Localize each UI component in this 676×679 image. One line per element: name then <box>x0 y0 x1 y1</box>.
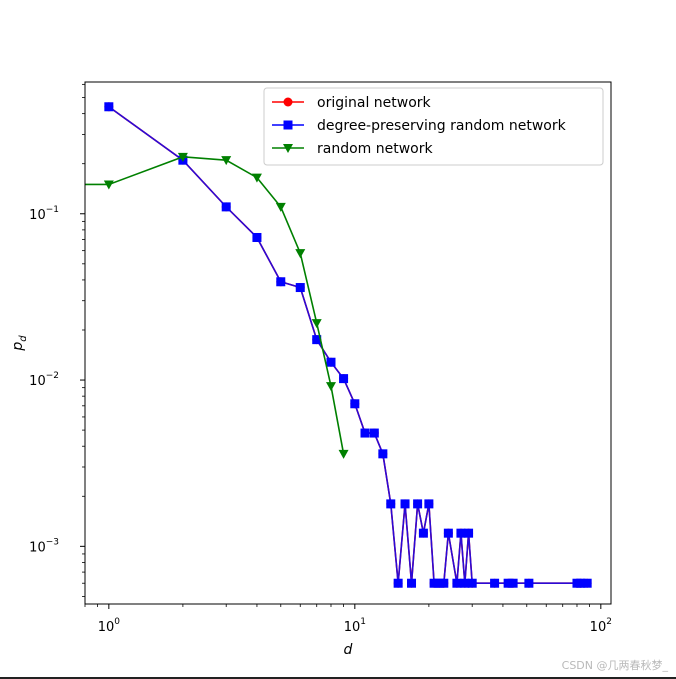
axes-frame <box>84 81 612 605</box>
data-point <box>467 578 477 588</box>
data-point <box>456 528 466 538</box>
data-point <box>295 249 306 259</box>
legend-label: original network <box>317 95 432 111</box>
y-tick-label: 10−3 <box>29 537 59 555</box>
series-2 <box>30 152 349 459</box>
data-point <box>439 578 449 588</box>
x-tick-label: 100 <box>98 617 121 635</box>
legend-label: degree-preserving random network <box>317 118 567 134</box>
legend-marker <box>283 97 293 107</box>
data-point <box>443 528 453 538</box>
legend-marker <box>283 120 293 130</box>
chart-legend: original network degree-preserving random… <box>263 87 604 166</box>
x-tick-label: 101 <box>344 617 366 635</box>
data-point <box>276 277 286 287</box>
series-0 <box>104 102 592 588</box>
data-point <box>360 428 370 438</box>
data-point <box>104 102 114 112</box>
y-axis: 10−3 10−2 10−1 <box>29 83 85 597</box>
data-point <box>407 578 417 588</box>
series-line <box>108 106 588 585</box>
data-point <box>393 578 403 588</box>
legend-marker <box>283 144 293 153</box>
data-point <box>103 180 114 190</box>
data-point <box>295 283 305 293</box>
data-point <box>338 449 349 459</box>
data-point <box>429 578 439 588</box>
data-point <box>311 319 322 329</box>
data-point <box>434 578 444 588</box>
legend-item: degree-preserving random network <box>272 118 567 134</box>
y-axis-label: pd <box>10 335 29 352</box>
y-tick-label: 10−2 <box>29 371 59 389</box>
data-point <box>460 578 470 588</box>
data-point <box>503 578 513 588</box>
data-point <box>386 499 396 509</box>
series-1 <box>104 102 592 588</box>
data-point <box>413 499 423 509</box>
legend-item: random network <box>272 141 433 157</box>
watermark-text: CSDN @几两春秋梦_ <box>561 659 668 672</box>
x-axis: 100 101 102 <box>84 604 612 635</box>
series-line <box>108 106 588 585</box>
data-point <box>452 578 462 588</box>
data-point <box>490 578 500 588</box>
data-point <box>312 335 322 345</box>
data-point <box>251 173 262 183</box>
series-line <box>85 156 345 454</box>
data-point <box>424 499 434 509</box>
data-point <box>177 152 188 162</box>
data-point <box>275 202 286 212</box>
data-point <box>576 578 586 588</box>
data-point <box>252 232 262 242</box>
plot-area <box>30 102 592 588</box>
data-point <box>221 156 232 166</box>
data-point <box>378 449 388 459</box>
legend-label: random network <box>317 141 433 157</box>
x-axis-label: d <box>344 642 353 658</box>
data-point <box>508 578 518 588</box>
data-point <box>339 374 349 384</box>
data-point <box>418 528 428 538</box>
data-point <box>325 382 336 392</box>
data-point <box>369 428 379 438</box>
data-point <box>582 578 592 588</box>
y-tick-label: 10−1 <box>29 205 59 223</box>
data-point <box>524 578 534 588</box>
x-tick-label: 102 <box>590 617 612 635</box>
data-point <box>464 528 474 538</box>
data-point <box>30 180 40 189</box>
data-point <box>326 357 336 367</box>
data-point <box>400 499 410 509</box>
data-point <box>350 399 360 409</box>
legend-item: original network <box>272 95 432 111</box>
bottom-divider <box>0 677 676 679</box>
data-point <box>221 202 231 212</box>
legend-box <box>263 87 604 166</box>
